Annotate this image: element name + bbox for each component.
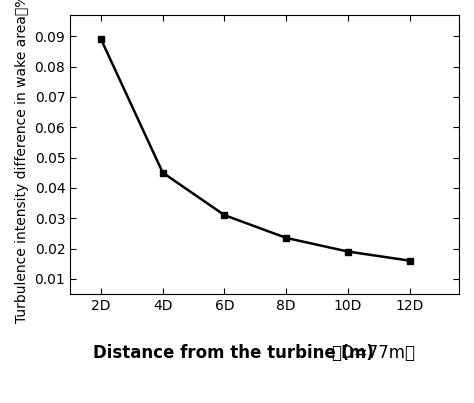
Y-axis label: Turbulence intensity difference in wake area（%）: Turbulence intensity difference in wake …: [15, 0, 29, 323]
Text: Distance from the turbine (m): Distance from the turbine (m): [93, 344, 374, 362]
Text: （D=77m）: （D=77m）: [331, 344, 415, 362]
